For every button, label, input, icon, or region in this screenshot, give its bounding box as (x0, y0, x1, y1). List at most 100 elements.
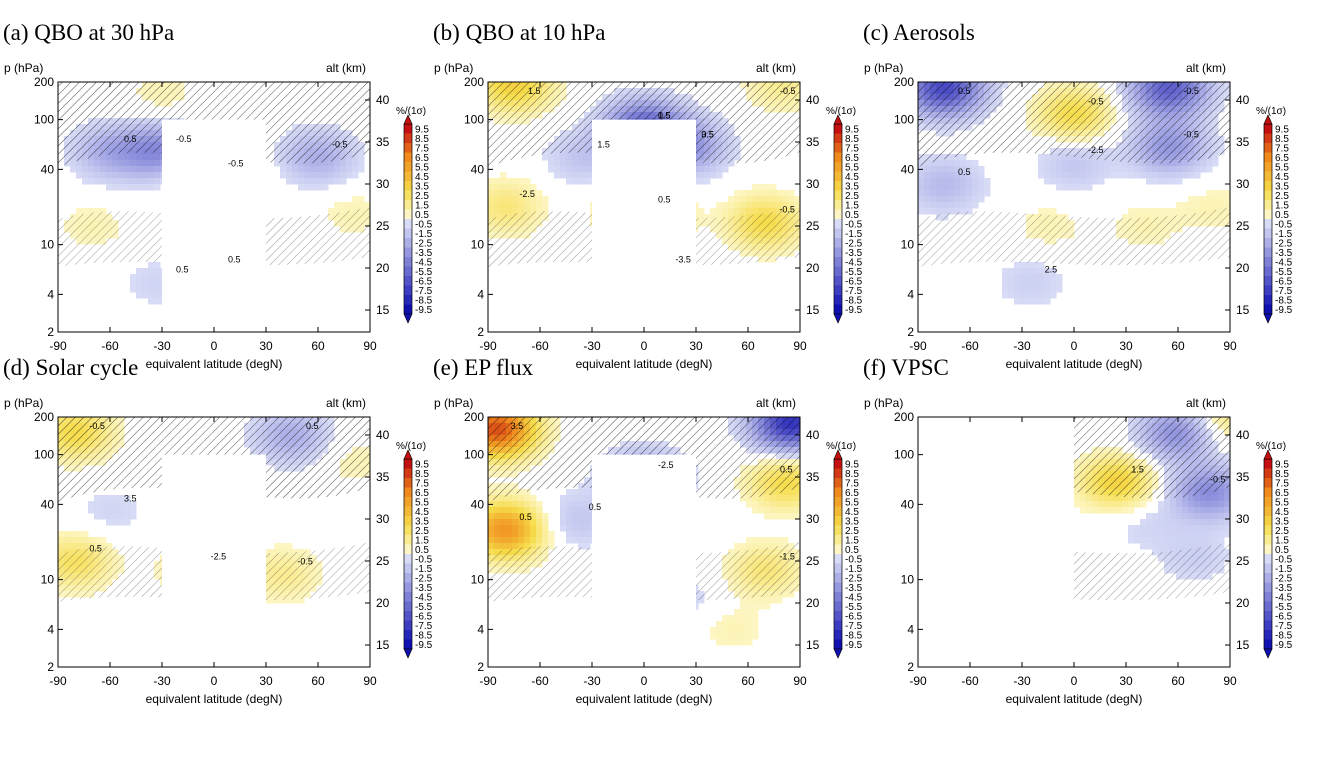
field-cell (728, 621, 735, 628)
field-cell (936, 178, 943, 185)
colorbar-label: -9.5 (415, 305, 433, 316)
field-cell (770, 495, 777, 502)
field-cell (758, 202, 765, 209)
colorbar-segment (404, 238, 412, 248)
field-cell (698, 208, 705, 215)
field-cell (584, 537, 591, 544)
field-cell (740, 196, 747, 203)
field-cell (1188, 531, 1195, 538)
field-cell (734, 190, 741, 197)
field-cell (1092, 172, 1099, 179)
field-cell (578, 501, 585, 508)
field-cell (1092, 178, 1099, 185)
field-cell (488, 531, 495, 538)
field-cell (352, 196, 359, 203)
y2-tick-label: 40 (806, 428, 820, 442)
field-cell (112, 501, 119, 508)
field-cell (1182, 166, 1189, 173)
colorbar-segment (834, 469, 842, 479)
colorbar-segment (404, 124, 412, 134)
field-cell (1098, 178, 1105, 185)
field-cell (1206, 537, 1213, 544)
field-cell (758, 507, 765, 514)
field-cell (322, 172, 329, 179)
y-tick-label: 10 (41, 573, 55, 587)
field-cell (566, 160, 573, 167)
field-cell (512, 531, 519, 538)
field-cell (1212, 525, 1219, 532)
field-cell (500, 196, 507, 203)
field-cell (536, 513, 543, 520)
field-cell (118, 184, 125, 191)
field-cell (82, 537, 89, 544)
field-cell (58, 531, 65, 538)
y2-tick-label: 25 (376, 219, 390, 233)
field-cell (1014, 274, 1021, 281)
field-cell (76, 172, 83, 179)
field-cell (518, 525, 525, 532)
field-cell (1050, 280, 1057, 287)
colorbar-segment (834, 630, 842, 640)
field-cell (142, 286, 149, 293)
field-cell (1194, 519, 1201, 526)
field-cell (1050, 172, 1057, 179)
field-cell (710, 208, 717, 215)
field-cell (966, 178, 973, 185)
field-cell (1176, 172, 1183, 179)
field-cell (106, 160, 113, 167)
field-cell (494, 178, 501, 185)
field-cell (1086, 160, 1093, 167)
field-cell (154, 280, 161, 287)
colorbar-unit: %/(1σ) (396, 441, 426, 452)
field-cell (740, 621, 747, 628)
field-cell (764, 501, 771, 508)
field-cell (1170, 513, 1177, 520)
field-cell (512, 519, 519, 526)
colorbar-segment (404, 592, 412, 602)
field-cell (1140, 519, 1147, 526)
field-cell (488, 202, 495, 209)
field-cell (566, 507, 573, 514)
colorbar-segment (1264, 238, 1272, 248)
y-tick-label: 100 (464, 448, 484, 462)
colorbar-segment (834, 583, 842, 593)
field-cell (1080, 172, 1087, 179)
y2-tick-label: 15 (806, 638, 820, 652)
y2-tick-label: 30 (806, 512, 820, 526)
field-cell (1038, 172, 1045, 179)
field-cell (136, 292, 143, 299)
field-cell (1074, 501, 1081, 508)
field-cell (1206, 196, 1213, 203)
x-tick-label: 90 (793, 339, 807, 353)
field-cell (148, 268, 155, 275)
field-cell (292, 166, 299, 173)
field-cell (758, 597, 765, 604)
field-cell (322, 178, 329, 185)
field-cell (1170, 531, 1177, 538)
field-cell (1140, 525, 1147, 532)
field-cell (154, 160, 161, 167)
colorbar-segment (834, 507, 842, 517)
colorbar-segment (834, 535, 842, 545)
field-cell (1026, 262, 1033, 269)
field-cell (76, 531, 83, 538)
field-cell (716, 621, 723, 628)
field-cell (142, 268, 149, 275)
colorbar-segment (404, 153, 412, 163)
field-cell (542, 519, 549, 526)
field-cell (1194, 160, 1201, 167)
field-cell (1212, 519, 1219, 526)
field-cell (524, 495, 531, 502)
field-cell (500, 202, 507, 209)
field-cell (1134, 525, 1141, 532)
field-cell (584, 513, 591, 520)
field-cell (566, 519, 573, 526)
field-cell (1056, 274, 1063, 281)
field-cell (148, 166, 155, 173)
field-cell (1050, 292, 1057, 299)
field-cell (1218, 519, 1225, 526)
field-cell (560, 513, 567, 520)
field-cell (752, 196, 759, 203)
y2-tick-label: 35 (376, 470, 390, 484)
